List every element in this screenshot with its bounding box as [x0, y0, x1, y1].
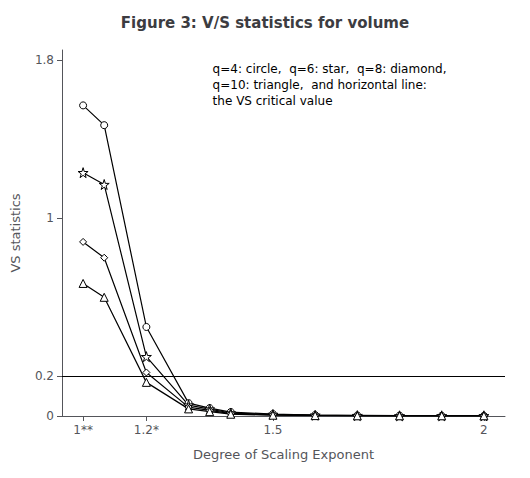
svg-text:1.5: 1.5: [263, 423, 282, 437]
svg-text:Degree of Scaling Exponent: Degree of Scaling Exponent: [193, 447, 374, 462]
svg-text:VS statistics: VS statistics: [8, 193, 23, 272]
svg-text:1**: 1**: [73, 423, 93, 437]
svg-text:1.8: 1.8: [35, 53, 54, 67]
svg-text:0.2: 0.2: [35, 369, 54, 383]
svg-text:q=4: circle, q=6: star, q=8:: q=4: circle, q=6: star, q=8: diamond,: [213, 62, 447, 76]
svg-text:1: 1: [46, 211, 54, 225]
svg-text:0: 0: [46, 409, 54, 423]
svg-text:the VS critical value: the VS critical value: [213, 94, 333, 108]
svg-text:2: 2: [480, 423, 488, 437]
svg-text:1.2*: 1.2*: [134, 423, 159, 437]
svg-text:Figure 3: V/S statistics for v: Figure 3: V/S statistics for volume: [121, 14, 409, 32]
svg-text:q=10: triangle, and horizonta: q=10: triangle, and horizontal line:: [213, 78, 427, 92]
